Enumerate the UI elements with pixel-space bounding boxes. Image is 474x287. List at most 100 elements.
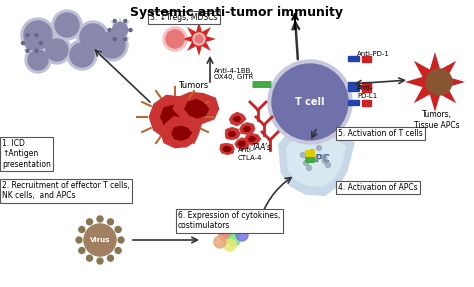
Polygon shape: [244, 133, 261, 145]
Circle shape: [28, 50, 48, 70]
FancyBboxPatch shape: [348, 86, 359, 92]
Circle shape: [321, 154, 327, 160]
Circle shape: [214, 236, 226, 248]
Text: Virus: Virus: [90, 237, 110, 243]
Polygon shape: [172, 126, 192, 141]
Text: TAA’s: TAA’s: [252, 143, 272, 152]
Circle shape: [97, 258, 103, 264]
Polygon shape: [184, 99, 209, 118]
Polygon shape: [20, 31, 44, 55]
Circle shape: [310, 150, 315, 154]
FancyBboxPatch shape: [348, 57, 359, 61]
Polygon shape: [233, 116, 240, 122]
Circle shape: [86, 255, 92, 261]
Circle shape: [268, 60, 352, 144]
Polygon shape: [160, 105, 189, 128]
Circle shape: [86, 219, 92, 225]
Text: 6. Expression of cytokines,
costimulators: 6. Expression of cytokines, costimulator…: [178, 211, 281, 230]
FancyBboxPatch shape: [348, 100, 359, 106]
Polygon shape: [405, 52, 465, 112]
Circle shape: [43, 36, 71, 64]
Circle shape: [129, 28, 132, 32]
Circle shape: [21, 42, 25, 44]
Polygon shape: [240, 123, 255, 134]
Circle shape: [272, 64, 348, 140]
Text: Tumors,
Tissue APCs: Tumors, Tissue APCs: [414, 110, 460, 130]
Circle shape: [46, 39, 68, 61]
Circle shape: [67, 40, 97, 70]
Polygon shape: [182, 22, 216, 56]
Circle shape: [224, 239, 236, 251]
Text: 2. Recruitment of effector T cells,
NK cells,  and APCs: 2. Recruitment of effector T cells, NK c…: [2, 181, 130, 200]
Circle shape: [124, 38, 127, 40]
Text: 3. ↓Tregs, MDSCs: 3. ↓Tregs, MDSCs: [150, 13, 218, 22]
Circle shape: [195, 35, 203, 43]
Circle shape: [426, 69, 452, 95]
Circle shape: [80, 24, 106, 50]
FancyBboxPatch shape: [363, 86, 372, 92]
Circle shape: [326, 162, 330, 168]
Text: 4. Activation of APCs: 4. Activation of APCs: [338, 183, 418, 192]
Text: T cell: T cell: [295, 97, 325, 107]
Circle shape: [193, 33, 205, 45]
Circle shape: [236, 229, 248, 241]
FancyBboxPatch shape: [363, 57, 372, 63]
FancyBboxPatch shape: [306, 151, 314, 156]
Polygon shape: [248, 137, 256, 142]
Circle shape: [118, 237, 124, 243]
Circle shape: [99, 32, 125, 58]
Circle shape: [79, 226, 85, 232]
Circle shape: [96, 29, 128, 61]
Text: Anti-PD-1: Anti-PD-1: [357, 51, 390, 57]
Circle shape: [115, 247, 121, 253]
Circle shape: [322, 158, 328, 164]
Circle shape: [303, 160, 309, 166]
Circle shape: [307, 166, 311, 170]
Text: Anti-
PD-L1: Anti- PD-L1: [357, 86, 377, 98]
Circle shape: [112, 22, 128, 38]
Circle shape: [35, 49, 38, 52]
Polygon shape: [229, 112, 246, 126]
Circle shape: [55, 13, 79, 37]
Polygon shape: [225, 127, 240, 140]
Circle shape: [76, 237, 82, 243]
Circle shape: [21, 18, 55, 52]
Circle shape: [317, 146, 321, 150]
Polygon shape: [279, 121, 354, 195]
Polygon shape: [160, 116, 200, 148]
Text: Systemic anti-tumor immunity: Systemic anti-tumor immunity: [130, 6, 344, 19]
Circle shape: [97, 216, 103, 222]
Circle shape: [163, 27, 187, 51]
Circle shape: [52, 10, 82, 40]
Circle shape: [35, 34, 38, 37]
Circle shape: [113, 20, 116, 22]
Circle shape: [115, 226, 121, 232]
Text: Tumors: Tumors: [178, 80, 208, 90]
Circle shape: [219, 229, 231, 241]
Circle shape: [312, 156, 318, 162]
Circle shape: [108, 28, 111, 32]
Circle shape: [113, 38, 116, 40]
Polygon shape: [243, 127, 251, 132]
Circle shape: [26, 49, 29, 52]
Text: Anti-4-1BB,
OX40, GITR: Anti-4-1BB, OX40, GITR: [214, 67, 254, 80]
Polygon shape: [149, 95, 204, 140]
Circle shape: [228, 234, 240, 246]
FancyBboxPatch shape: [348, 82, 359, 88]
Polygon shape: [237, 141, 246, 146]
Polygon shape: [220, 143, 234, 155]
Polygon shape: [173, 92, 219, 125]
Polygon shape: [286, 130, 346, 187]
Circle shape: [26, 34, 29, 37]
Circle shape: [84, 224, 116, 256]
Polygon shape: [222, 146, 231, 152]
Circle shape: [79, 247, 85, 253]
Circle shape: [301, 152, 306, 158]
Circle shape: [39, 42, 43, 44]
Circle shape: [108, 219, 113, 225]
FancyBboxPatch shape: [306, 157, 314, 162]
Text: 5. Activation of T cells: 5. Activation of T cells: [338, 129, 423, 138]
Text: 1. ICD
↑Antigen
presentation: 1. ICD ↑Antigen presentation: [2, 139, 51, 169]
Circle shape: [77, 21, 109, 53]
Polygon shape: [235, 137, 249, 150]
